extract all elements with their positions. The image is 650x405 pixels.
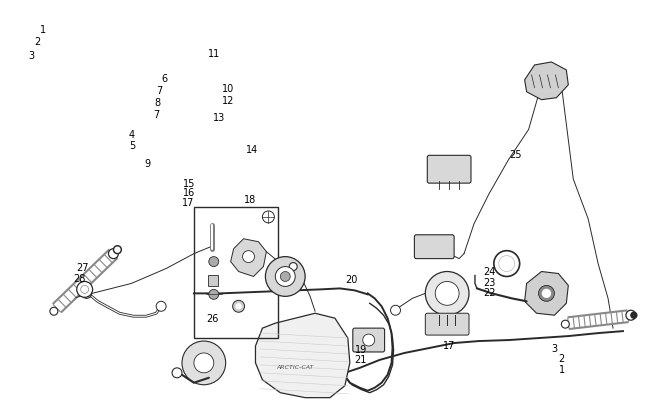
- Text: 11: 11: [207, 49, 220, 59]
- Circle shape: [194, 353, 214, 373]
- Text: 18: 18: [244, 194, 256, 204]
- Text: 21: 21: [355, 354, 367, 364]
- Circle shape: [539, 286, 554, 302]
- Circle shape: [82, 289, 92, 298]
- Circle shape: [626, 311, 636, 320]
- Text: 3: 3: [551, 343, 557, 353]
- Text: 15: 15: [183, 178, 196, 188]
- Circle shape: [289, 263, 297, 271]
- Circle shape: [499, 256, 515, 272]
- Circle shape: [391, 305, 400, 315]
- Text: 6: 6: [161, 74, 167, 83]
- FancyBboxPatch shape: [427, 156, 471, 184]
- FancyBboxPatch shape: [425, 313, 469, 335]
- Polygon shape: [231, 239, 266, 277]
- Text: 14: 14: [246, 145, 259, 154]
- Text: 4: 4: [129, 130, 135, 140]
- Circle shape: [50, 307, 58, 315]
- Circle shape: [631, 313, 637, 318]
- Polygon shape: [525, 272, 568, 315]
- Bar: [208, 275, 218, 287]
- Text: 16: 16: [183, 188, 195, 198]
- Text: 26: 26: [206, 313, 218, 323]
- Circle shape: [114, 246, 122, 254]
- Circle shape: [494, 251, 519, 277]
- Text: 7: 7: [156, 86, 162, 96]
- Circle shape: [236, 304, 241, 309]
- Text: 28: 28: [73, 273, 86, 283]
- Text: 10: 10: [222, 84, 234, 94]
- Bar: [194, 207, 278, 338]
- Text: 3: 3: [28, 51, 34, 61]
- Text: 22: 22: [483, 288, 496, 298]
- Circle shape: [280, 272, 291, 282]
- Circle shape: [276, 267, 295, 287]
- Text: 7: 7: [153, 110, 159, 120]
- Circle shape: [233, 301, 244, 313]
- Text: 17: 17: [182, 198, 194, 207]
- Circle shape: [562, 320, 569, 328]
- FancyBboxPatch shape: [415, 235, 454, 259]
- Text: 27: 27: [77, 263, 89, 273]
- Circle shape: [363, 334, 374, 346]
- Circle shape: [109, 249, 118, 259]
- Circle shape: [543, 290, 551, 298]
- Circle shape: [172, 368, 182, 378]
- Text: 23: 23: [483, 277, 495, 287]
- Text: 5: 5: [129, 141, 135, 150]
- Circle shape: [209, 257, 219, 267]
- Circle shape: [182, 341, 226, 385]
- Circle shape: [115, 247, 120, 253]
- FancyBboxPatch shape: [353, 328, 385, 352]
- Text: 25: 25: [510, 150, 522, 160]
- Text: ARCTIC-CAT: ARCTIC-CAT: [276, 364, 314, 369]
- Text: 9: 9: [144, 159, 150, 169]
- Text: 19: 19: [355, 344, 367, 354]
- Text: 20: 20: [346, 275, 358, 285]
- Polygon shape: [255, 313, 350, 398]
- Circle shape: [81, 286, 88, 294]
- Text: 1: 1: [40, 25, 46, 34]
- Text: 12: 12: [222, 96, 234, 106]
- Circle shape: [209, 290, 219, 300]
- Text: 17: 17: [443, 340, 455, 350]
- Text: 2: 2: [559, 354, 565, 364]
- Text: 24: 24: [483, 267, 495, 277]
- Circle shape: [77, 282, 92, 298]
- Text: 1: 1: [559, 364, 565, 374]
- Text: 8: 8: [155, 98, 161, 108]
- Text: 13: 13: [213, 113, 225, 123]
- Circle shape: [242, 251, 255, 263]
- Text: 2: 2: [34, 36, 41, 47]
- Polygon shape: [525, 63, 568, 100]
- Circle shape: [263, 211, 274, 223]
- Circle shape: [436, 282, 459, 305]
- Circle shape: [265, 257, 305, 296]
- Circle shape: [156, 302, 166, 311]
- Circle shape: [425, 272, 469, 315]
